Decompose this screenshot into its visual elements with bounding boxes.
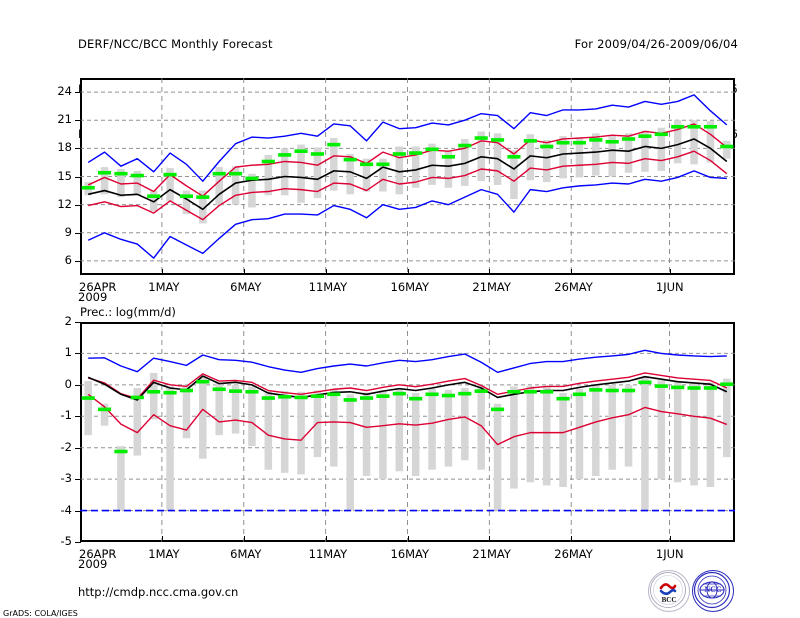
prec-x-tick-mark xyxy=(571,536,573,542)
temp-y-tick-label: 15 xyxy=(57,168,72,183)
temp-x-tick-label: 1JUN xyxy=(655,280,684,294)
prec-x-tick-mark xyxy=(489,536,491,542)
temp-x-tick-mark xyxy=(571,269,573,275)
temp-x-tick-mark xyxy=(489,269,491,275)
prec-x-tick-mark xyxy=(161,536,163,542)
temp-y-tick-mark xyxy=(75,232,81,234)
prec-x-tick-label: 6MAY xyxy=(230,547,262,561)
prec-x-tick-label: 1JUN xyxy=(655,547,684,561)
prec-y-tick-label: -5 xyxy=(60,534,72,548)
prec-x-tick-label: 26APR xyxy=(79,547,117,561)
prec-y-tick-label: -4 xyxy=(60,502,72,517)
prec-y-tick-mark xyxy=(75,510,81,512)
temp-x-tick-label: 16MAY xyxy=(390,280,430,294)
temp-x-tick-label: 1MAY xyxy=(148,280,180,294)
forecast-title: DERF/NCC/BCC Monthly Forecast xyxy=(78,37,273,51)
prec-x-tick-mark xyxy=(243,536,245,542)
prec-x-tick-label: 26MAY xyxy=(554,547,593,561)
temp-x-tick-label: 6MAY xyxy=(230,280,262,294)
prec-y-tick-label: 1 xyxy=(64,345,72,360)
prec-x-tick-label: 1MAY xyxy=(148,547,180,561)
prec-y-tick-label: -1 xyxy=(60,408,72,423)
prec-y-tick-label: 2 xyxy=(64,314,72,328)
temp-y-tick-label: 12 xyxy=(57,196,72,211)
temp-y-tick-mark xyxy=(75,260,81,262)
temp-y-tick-label: 18 xyxy=(57,140,72,155)
prec-y-tick-mark xyxy=(75,322,81,323)
temperature-axis-year: 2009 xyxy=(78,290,108,304)
forecast-period: For 2009/04/26-2009/06/04 xyxy=(574,37,738,51)
grads-credit: GrADS: COLA/IGES xyxy=(3,609,78,618)
prec-x-tick-label: 21MAY xyxy=(472,547,511,561)
ncc-logo-mark xyxy=(693,571,731,609)
bcc-logo-label: BCC xyxy=(661,596,677,604)
temp-y-tick-mark xyxy=(75,92,81,94)
prec-y-tick-mark xyxy=(75,353,81,355)
bcc-logo-mark xyxy=(650,572,686,608)
temperature-plot-area xyxy=(80,78,735,275)
temp-y-tick-label: 6 xyxy=(64,252,72,267)
prec-x-tick-mark xyxy=(669,536,671,542)
precipitation-axis-year: 2009 xyxy=(78,557,108,571)
temp-x-tick-label: 11MAY xyxy=(308,280,348,294)
temp-y-tick-label: 21 xyxy=(57,112,72,127)
temp-x-tick-mark xyxy=(407,269,409,275)
temp-x-tick-mark xyxy=(325,269,327,275)
temp-y-tick-mark xyxy=(75,148,81,150)
prec-x-tick-mark xyxy=(407,536,409,542)
temp-y-tick-mark xyxy=(75,176,81,178)
ncc-logo-label: NCC xyxy=(704,585,722,594)
prec-x-tick-mark xyxy=(325,536,327,542)
temp-x-tick-mark xyxy=(80,269,81,275)
prec-y-tick-mark xyxy=(75,542,81,543)
prec-x-tick-mark xyxy=(80,536,81,542)
temp-x-tick-label: 21MAY xyxy=(472,280,511,294)
prec-y-tick-mark xyxy=(75,416,81,418)
precipitation-plot-area xyxy=(80,322,735,542)
prec-y-tick-mark xyxy=(75,447,81,449)
prec-y-tick-label: 0 xyxy=(64,376,72,391)
footer-url[interactable]: http://cmdp.ncc.cma.gov.cn xyxy=(78,585,239,599)
temp-x-tick-mark xyxy=(161,269,163,275)
prec-y-tick-mark xyxy=(75,384,81,386)
temp-x-tick-label: 26MAY xyxy=(554,280,593,294)
temp-y-tick-label: 9 xyxy=(64,224,72,239)
ncc-logo: NCC xyxy=(692,570,734,612)
temp-y-tick-label: 24 xyxy=(57,84,72,99)
temp-x-tick-mark xyxy=(669,269,671,275)
prec-x-tick-label: 16MAY xyxy=(390,547,430,561)
prec-y-tick-label: -2 xyxy=(60,439,72,454)
temp-x-tick-mark xyxy=(243,269,245,275)
prec-x-tick-label: 11MAY xyxy=(308,547,348,561)
bcc-logo: BCC xyxy=(648,570,690,612)
temp-y-tick-mark xyxy=(75,204,81,206)
temp-x-tick-label: 26APR xyxy=(79,280,117,294)
temp-y-tick-mark xyxy=(75,120,81,122)
prec-y-tick-mark xyxy=(75,479,81,481)
precipitation-title: Prec.: log(mm/d) xyxy=(80,305,176,319)
prec-y-tick-label: -3 xyxy=(60,471,72,486)
